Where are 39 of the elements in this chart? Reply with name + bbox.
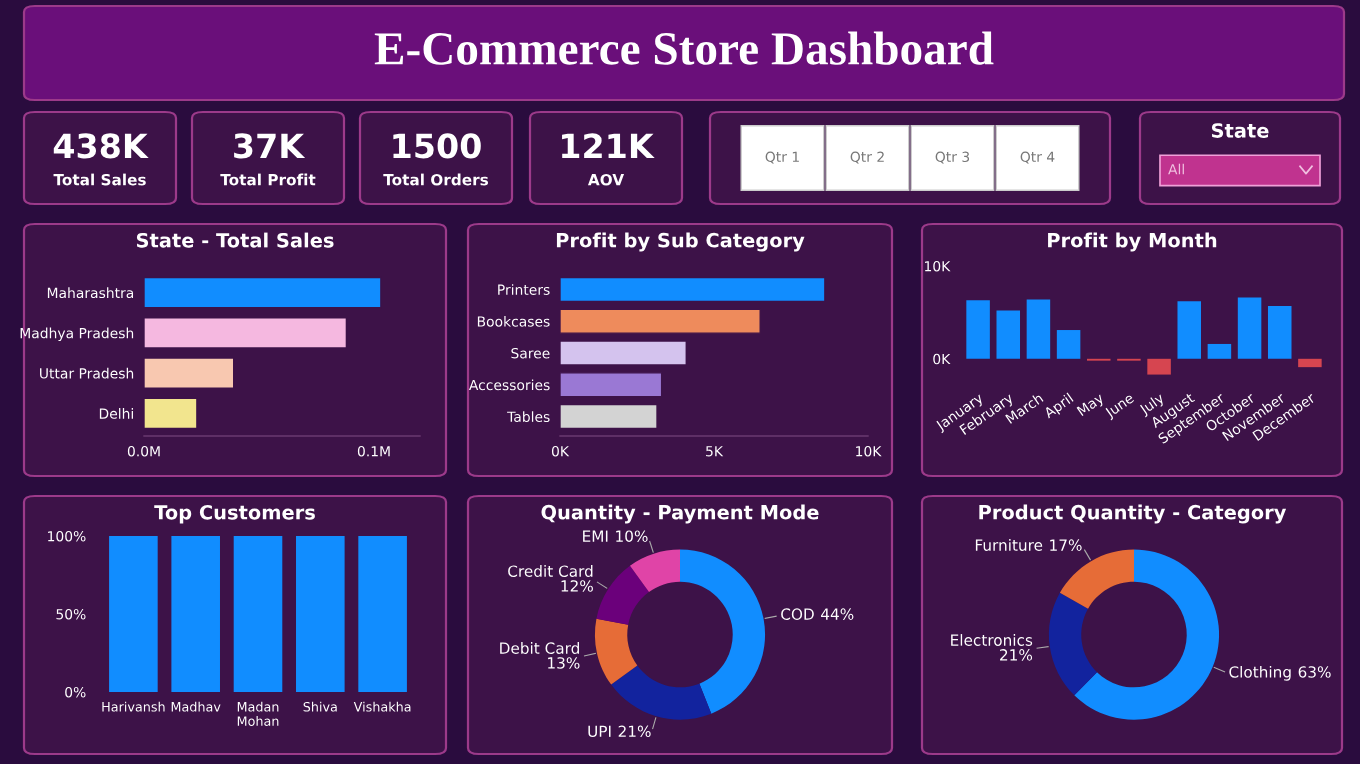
donut-slice [611,665,712,720]
bar [144,357,235,389]
bar [560,403,658,430]
chart-title: State - Total Sales [136,232,334,248]
bar [1237,297,1262,359]
bar [996,310,1021,359]
donut-slice [629,549,680,592]
bar [560,340,687,366]
bar [1056,330,1081,359]
bar [1298,358,1322,368]
donut-slice [594,618,638,685]
chart-title: Top Customers [154,504,315,524]
bar [1026,299,1051,359]
text: State [1211,123,1269,138]
bar [1147,358,1171,375]
bar [1267,305,1292,359]
bar [144,397,198,430]
bar [560,372,663,398]
text: E-Commerce Store Dashboard [374,31,994,65]
bar [144,317,348,349]
bar [560,276,826,303]
bar [144,276,382,309]
bar [966,300,990,359]
donut-slice [1074,549,1220,720]
chart-title: Product Quantity - Category [979,504,1287,524]
bar [1177,301,1202,359]
text: 438K [53,133,149,159]
text: 1500 [393,133,481,159]
text: 37K [234,133,306,159]
bar [560,308,761,334]
text: 121K [562,133,655,158]
donut-slice [1048,592,1097,696]
donut-slice [596,565,649,625]
donut-slice [1059,549,1134,609]
bar [1207,343,1232,359]
donut-slice [680,549,766,714]
chart-title: Profit by Month [1048,232,1217,252]
chart-title: Profit by Sub Category [556,232,805,252]
chart-title: Quantity - Payment Mode [541,504,819,524]
